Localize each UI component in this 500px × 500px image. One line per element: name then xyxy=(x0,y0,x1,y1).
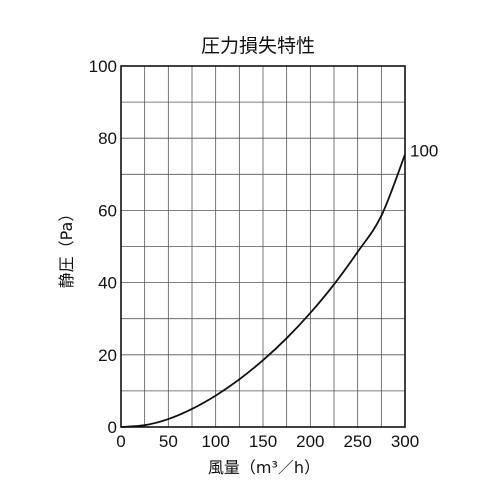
series-layer: 100 xyxy=(120,141,438,428)
grid xyxy=(121,66,405,427)
series-line-100 xyxy=(120,154,406,428)
x-tick-label: 0 xyxy=(116,432,125,451)
y-tick-label: 40 xyxy=(98,274,117,293)
x-tick-label: 250 xyxy=(343,432,371,451)
y-tick-label: 60 xyxy=(98,201,117,220)
y-tick-label: 20 xyxy=(98,346,117,365)
chart-title: 圧力損失特性 xyxy=(201,35,315,57)
x-tick-label: 150 xyxy=(249,432,277,451)
series-label: 100 xyxy=(410,141,438,160)
x-tick-label: 100 xyxy=(201,432,229,451)
x-tick-label: 200 xyxy=(296,432,324,451)
y-tick-label: 80 xyxy=(98,129,117,148)
plot-frame xyxy=(120,65,406,428)
x-tick-label: 300 xyxy=(391,432,419,451)
y-axis-ticks: 0 20 40 60 80 100 xyxy=(89,57,117,437)
x-axis-ticks: 0 50 100 150 200 250 300 xyxy=(116,432,419,451)
y-tick-label: 100 xyxy=(89,57,117,76)
y-tick-label: 0 xyxy=(108,418,117,437)
x-tick-label: 50 xyxy=(159,432,178,451)
y-axis-label: 静圧（Pa） xyxy=(57,206,76,289)
x-axis-label: 風量（m³／h） xyxy=(208,458,320,477)
